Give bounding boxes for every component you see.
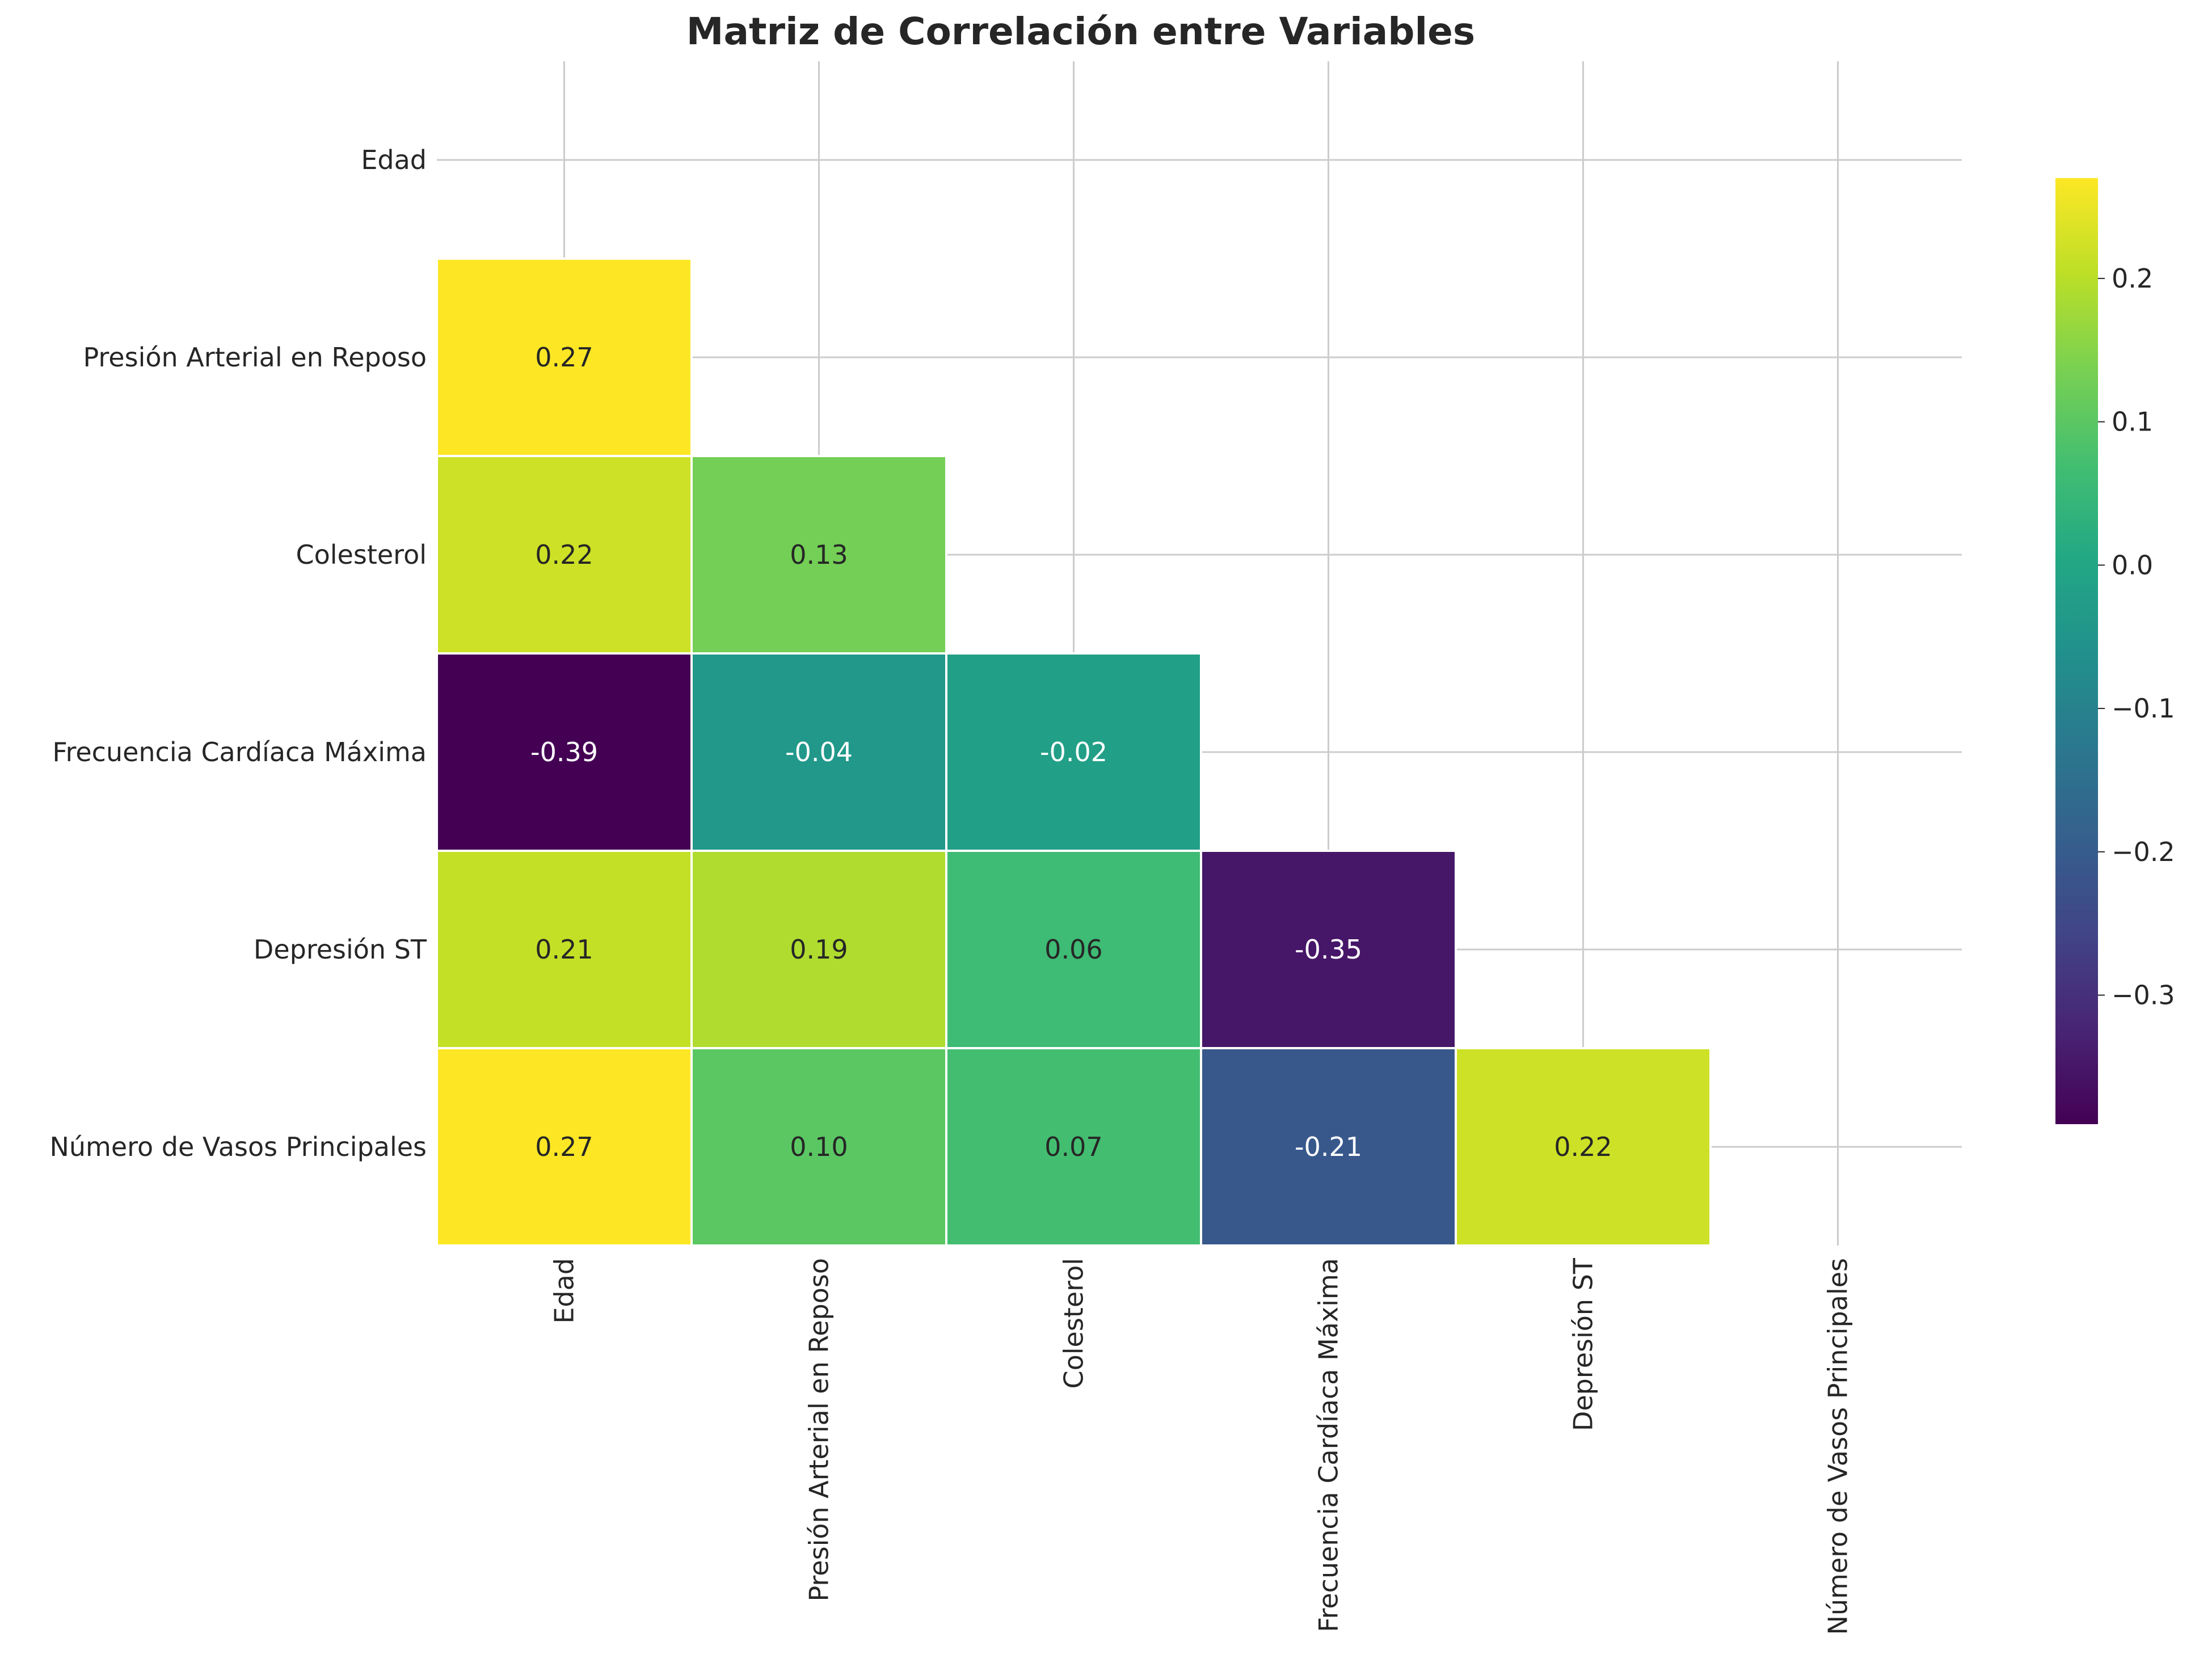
colorbar-tick-label: −0.2 <box>2112 837 2175 867</box>
cell-value-label: 0.27 <box>535 1132 593 1162</box>
heatmap-cell <box>690 455 947 655</box>
y-tick-label: Número de Vasos Principales <box>49 1132 427 1162</box>
x-axis-tick-labels: Edad Presión Arterial en Reposo Colesterol… <box>549 1257 1853 1635</box>
cell-value-label: 0.10 <box>790 1132 848 1162</box>
colorbar-tick-label: 0.0 <box>2112 550 2153 580</box>
heatmap-cell <box>1200 1047 1457 1247</box>
heatmap-cell <box>690 850 947 1049</box>
heatmap-cell <box>945 1047 1202 1247</box>
heatmap-cells: 0.27 0.22 0.13 -0.39 -0.04 -0.02 0.21 0.19 0.06 -… <box>436 258 1712 1247</box>
colorbar-tick-label: −0.1 <box>2112 693 2175 724</box>
colorbar: 0.2 0.1 0.0 −0.1 −0.2 −0.3 <box>2055 178 2175 1124</box>
cell-value-label: 0.13 <box>790 539 848 570</box>
cell-value-label: 0.07 <box>1044 1132 1102 1162</box>
cell-value-label: 0.22 <box>535 539 593 570</box>
y-tick-label: Colesterol <box>296 539 427 570</box>
chart-title: Matriz de Correlación entre Variables <box>686 10 1475 53</box>
x-tick-label: Depresión ST <box>1568 1257 1599 1431</box>
heatmap-cell <box>436 1047 693 1247</box>
cell-value-label: 0.27 <box>535 342 593 373</box>
colorbar-tick-label: 0.1 <box>2112 407 2153 437</box>
x-tick-label: Edad <box>549 1258 580 1324</box>
heatmap-cell <box>1455 1047 1712 1247</box>
heatmap-cell <box>1200 850 1457 1049</box>
cell-value-label: 0.19 <box>790 934 848 965</box>
heatmap-cell <box>436 258 693 457</box>
y-tick-label: Edad <box>361 145 427 175</box>
cell-value-label: 0.22 <box>1554 1132 1612 1162</box>
heatmap-cell <box>945 652 1202 852</box>
cell-value-label: 0.06 <box>1044 934 1102 965</box>
heatmap-cell <box>945 850 1202 1049</box>
colorbar-tick-label: 0.2 <box>2112 263 2153 294</box>
x-tick-label: Frecuencia Cardíaca Máxima <box>1313 1258 1344 1632</box>
cell-value-label: -0.04 <box>785 737 853 767</box>
cell-value-label: -0.21 <box>1295 1132 1362 1162</box>
cell-value-label: -0.02 <box>1040 737 1107 767</box>
cell-value-label: -0.35 <box>1295 934 1362 965</box>
colorbar-gradient <box>2055 178 2098 1124</box>
cell-value-label: -0.39 <box>530 737 598 767</box>
x-tick-label: Número de Vasos Principales <box>1823 1258 1853 1635</box>
x-tick-label: Colesterol <box>1059 1258 1089 1388</box>
y-tick-label: Presión Arterial en Reposo <box>83 342 427 373</box>
heatmap-cell <box>690 1047 947 1247</box>
y-tick-label: Depresión ST <box>254 934 427 965</box>
colorbar-tick-label: −0.3 <box>2112 980 2175 1011</box>
x-tick-label: Presión Arterial en Reposo <box>804 1258 835 1602</box>
y-tick-label: Frecuencia Cardíaca Máxima <box>52 737 427 767</box>
heatmap-cell <box>436 652 693 852</box>
y-axis-tick-labels: Edad Presión Arterial en Reposo Colesterol… <box>49 145 427 1162</box>
cell-value-label: 0.21 <box>535 934 593 965</box>
